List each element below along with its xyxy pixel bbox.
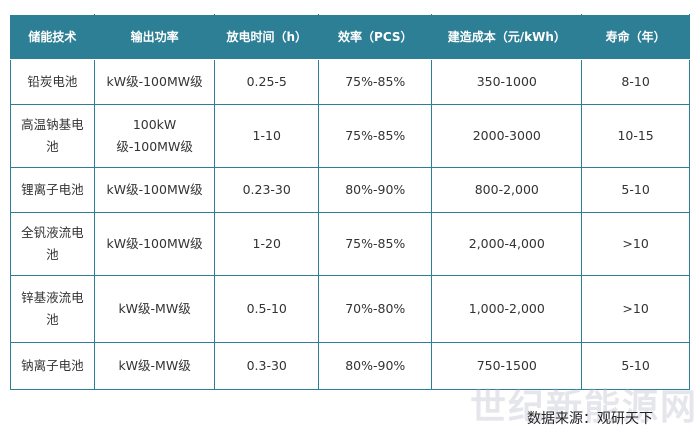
table-cell: 0.3-30 [214, 342, 320, 390]
table-row: 锌基液流电池 kW级-MW级 0.5-10 70%-80% 1,000-2,000 >10 [10, 275, 690, 343]
table-cell: 2000-3000 [431, 104, 583, 168]
table-cell: 锂离子电池 [10, 167, 95, 213]
table-cell: 800-2,000 [431, 167, 583, 213]
table-cell: 0.5-10 [214, 275, 320, 343]
table-cell: kW级-100MW级 [93, 59, 216, 105]
table-cell: 75%-85% [318, 59, 433, 105]
table-cell: 75%-85% [318, 104, 433, 168]
table-cell: 全钒液流电池 [10, 212, 95, 276]
table-cell: 钠离子电池 [10, 342, 95, 390]
header-cell: 建造成本（元/kWh） [431, 14, 583, 60]
table-row: 全钒液流电池 kW级-100MW级 1-20 75%-85% 2,000-4,000 >1… [10, 212, 690, 276]
table-cell: 5-10 [581, 167, 690, 213]
table-cell: 锌基液流电池 [10, 275, 95, 343]
table-cell: 100kW级-100MW级 [93, 104, 216, 168]
header-cell: 输出功率 [93, 14, 216, 60]
table-cell: 0.23-30 [214, 167, 320, 213]
header-cell: 效率（PCS） [318, 14, 433, 60]
table-row: 高温钠基电池 100kW级-100MW级 1-10 75%-85% 2000-3000 1… [10, 104, 690, 168]
table-row: 钠离子电池 kW级-MW级 0.3-30 80%-90% 750-1500 5-10 [10, 342, 690, 390]
table-cell: kW级-100MW级 [93, 167, 216, 213]
table-cell: 2,000-4,000 [431, 212, 583, 276]
watermark: 世纪新能源网 [470, 387, 699, 428]
table-cell: 铅炭电池 [10, 59, 95, 105]
table-row: 锂离子电池 kW级-100MW级 0.23-30 80%-90% 800-2,000 5-… [10, 167, 690, 213]
table-cell: 80%-90% [318, 167, 433, 213]
table-cell: kW级-100MW级 [93, 212, 216, 276]
table-cell: 0.25-5 [214, 59, 320, 105]
header-row: 储能技术 输出功率 放电时间（h） 效率（PCS） 建造成本（元/kWh） 寿命（年） [10, 14, 690, 60]
table-cell: 8-10 [581, 59, 690, 105]
table-cell: 5-10 [581, 342, 690, 390]
header-cell: 寿命（年） [581, 14, 690, 60]
table-cell: 350-1000 [431, 59, 583, 105]
table-cell: 70%-80% [318, 275, 433, 343]
header-cell: 储能技术 [10, 14, 95, 60]
table-cell: >10 [581, 212, 690, 276]
table-cell: 750-1500 [431, 342, 583, 390]
table-cell: 1-10 [214, 104, 320, 168]
table: 储能技术 输出功率 放电时间（h） 效率（PCS） 建造成本（元/kWh） 寿命（年） 铅炭… [10, 14, 690, 390]
table-cell: kW级-MW级 [93, 342, 216, 390]
table-cell: 1,000-2,000 [431, 275, 583, 343]
table-cell: >10 [581, 275, 690, 343]
table-row: 铅炭电池 kW级-100MW级 0.25-5 75%-85% 350-1000 8-10 [10, 59, 690, 105]
table-cell: 80%-90% [318, 342, 433, 390]
header-cell: 放电时间（h） [214, 14, 320, 60]
table-cell: 高温钠基电池 [10, 104, 95, 168]
table-cell: 1-20 [214, 212, 320, 276]
table-cell: 10-15 [581, 104, 690, 168]
source-note: 数据来源：观研天下 [527, 411, 653, 427]
table-cell: 75%-85% [318, 212, 433, 276]
table-cell: kW级-MW级 [93, 275, 216, 343]
